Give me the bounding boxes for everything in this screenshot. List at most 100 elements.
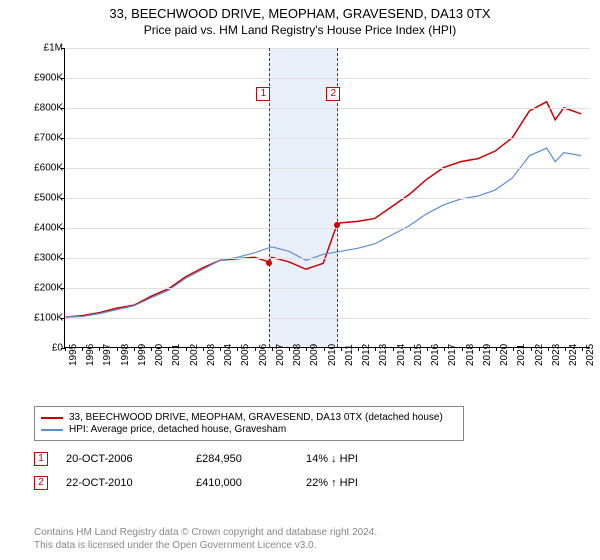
y-axis-label: £700K [33, 133, 63, 144]
x-tick [65, 347, 66, 351]
x-tick [289, 347, 290, 351]
y-axis-label: £900K [33, 73, 63, 84]
x-tick [513, 347, 514, 351]
x-axis-label: 2008 [292, 344, 303, 366]
x-tick [358, 347, 359, 351]
x-tick [255, 347, 256, 351]
y-axis-label: £0 [33, 343, 63, 354]
x-axis-label: 2009 [309, 344, 320, 366]
x-tick [582, 347, 583, 351]
x-axis-label: 2012 [361, 344, 372, 366]
footer-line: This data is licensed under the Open Gov… [34, 539, 377, 552]
x-axis-label: 2006 [258, 344, 269, 366]
x-tick [186, 347, 187, 351]
transaction-diff: 22% ↑ HPI [306, 477, 358, 489]
y-axis-label: £500K [33, 193, 63, 204]
gridline [65, 228, 590, 229]
x-tick [341, 347, 342, 351]
legend-swatch [41, 429, 63, 431]
footer-text: Contains HM Land Registry data © Crown c… [34, 526, 377, 552]
marker-box: 1 [256, 87, 270, 101]
x-tick [272, 347, 273, 351]
transaction-row: 1 20-OCT-2006 £284,950 14% ↓ HPI [34, 452, 358, 466]
legend-box: 33, BEECHWOOD DRIVE, MEOPHAM, GRAVESEND,… [34, 406, 464, 441]
sale-point [266, 260, 272, 266]
x-axis-label: 2017 [447, 344, 458, 366]
gridline [65, 318, 590, 319]
y-axis-label: £100K [33, 313, 63, 324]
x-tick [203, 347, 204, 351]
legend-swatch [41, 417, 63, 419]
x-tick [410, 347, 411, 351]
x-tick [99, 347, 100, 351]
x-axis-label: 2007 [275, 344, 286, 366]
x-tick [117, 347, 118, 351]
transaction-row: 2 22-OCT-2010 £410,000 22% ↑ HPI [34, 476, 358, 490]
x-axis-label: 2021 [516, 344, 527, 366]
x-axis-label: 1995 [68, 344, 79, 366]
chart-area: £0£100K£200K£300K£400K£500K£600K£700K£80… [32, 48, 590, 378]
x-tick [306, 347, 307, 351]
gridline [65, 48, 590, 49]
gridline [65, 168, 590, 169]
gridline [65, 198, 590, 199]
x-axis-label: 2018 [465, 344, 476, 366]
chart-subtitle: Price paid vs. HM Land Registry's House … [0, 21, 600, 37]
x-tick [393, 347, 394, 351]
x-axis-label: 2024 [568, 344, 579, 366]
x-tick [427, 347, 428, 351]
x-tick [548, 347, 549, 351]
legend-item: 33, BEECHWOOD DRIVE, MEOPHAM, GRAVESEND,… [41, 412, 457, 423]
x-tick [220, 347, 221, 351]
x-axis-label: 2015 [413, 344, 424, 366]
x-tick [444, 347, 445, 351]
x-tick [531, 347, 532, 351]
plot-area: £0£100K£200K£300K£400K£500K£600K£700K£80… [64, 48, 590, 348]
x-tick [82, 347, 83, 351]
x-axis-label: 2016 [430, 344, 441, 366]
x-axis-label: 2020 [499, 344, 510, 366]
gridline [65, 138, 590, 139]
series-line-hpi [65, 148, 581, 317]
x-axis-label: 2003 [206, 344, 217, 366]
transaction-marker: 1 [34, 452, 48, 466]
transaction-date: 20-OCT-2006 [66, 453, 196, 465]
x-tick [565, 347, 566, 351]
gridline [65, 108, 590, 109]
x-tick [151, 347, 152, 351]
transaction-date: 22-OCT-2010 [66, 477, 196, 489]
x-axis-label: 1997 [102, 344, 113, 366]
gridline [65, 78, 590, 79]
x-axis-label: 2025 [585, 344, 596, 366]
x-axis-label: 1999 [137, 344, 148, 366]
x-tick [237, 347, 238, 351]
x-axis-label: 2013 [378, 344, 389, 366]
x-tick [375, 347, 376, 351]
chart-title: 33, BEECHWOOD DRIVE, MEOPHAM, GRAVESEND,… [0, 0, 600, 21]
x-tick [479, 347, 480, 351]
sale-point [334, 222, 340, 228]
x-tick [168, 347, 169, 351]
legend-item: HPI: Average price, detached house, Grav… [41, 424, 457, 435]
x-axis-label: 2011 [344, 344, 355, 366]
x-axis-label: 2001 [171, 344, 182, 366]
transaction-diff: 14% ↓ HPI [306, 453, 358, 465]
x-tick [496, 347, 497, 351]
y-axis-label: £600K [33, 163, 63, 174]
y-axis-label: £300K [33, 253, 63, 264]
series-line-property [65, 102, 581, 317]
x-axis-label: 2000 [154, 344, 165, 366]
x-tick [462, 347, 463, 351]
x-axis-label: 2010 [327, 344, 338, 366]
y-axis-label: £400K [33, 223, 63, 234]
y-axis-label: £1M [33, 43, 63, 54]
y-axis-label: £200K [33, 283, 63, 294]
transaction-price: £284,950 [196, 453, 306, 465]
x-axis-label: 2014 [396, 344, 407, 366]
legend-label: HPI: Average price, detached house, Grav… [69, 424, 286, 435]
x-axis-label: 2019 [482, 344, 493, 366]
x-tick [134, 347, 135, 351]
transaction-marker: 2 [34, 476, 48, 490]
x-axis-label: 1996 [85, 344, 96, 366]
x-axis-label: 2023 [551, 344, 562, 366]
